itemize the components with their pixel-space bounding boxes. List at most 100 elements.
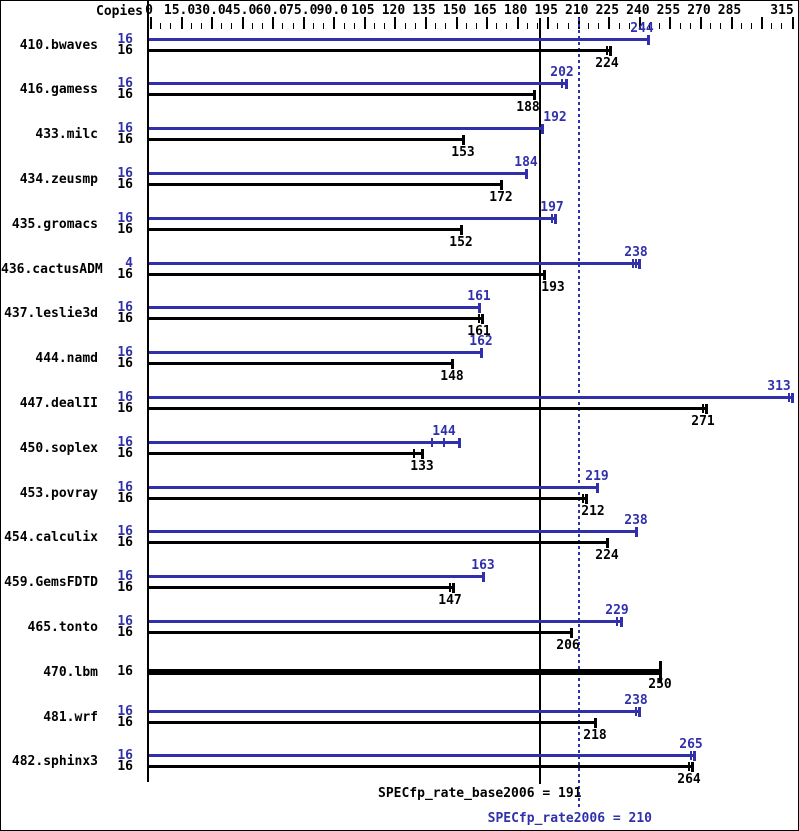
axis-minor-tick <box>191 23 192 29</box>
peak-bar <box>149 486 597 489</box>
bar-end-cap <box>606 538 609 548</box>
benchmark-label: 470.lbm <box>43 665 98 680</box>
axis-tick-label: 240 <box>626 3 650 18</box>
axis-major-tick <box>333 17 335 29</box>
peak-copies-label: 16 <box>117 121 133 136</box>
run-mark <box>551 214 553 223</box>
axis-minor-tick <box>659 23 660 29</box>
axis-major-tick <box>486 17 488 29</box>
peak-value-label: 197 <box>540 200 564 215</box>
peak-value-label: 192 <box>543 110 567 125</box>
base-copies-label: 16 <box>117 87 133 102</box>
axis-minor-tick <box>476 23 477 29</box>
bar-end-cap <box>421 449 424 459</box>
axis-major-tick <box>700 17 702 29</box>
base-bar <box>149 317 482 320</box>
base-bar <box>149 541 607 544</box>
base-copies-label: 16 <box>117 311 133 326</box>
bar-end-cap <box>533 90 536 100</box>
axis-tick-label: 45.0 <box>225 3 257 18</box>
peak-bar <box>149 710 639 713</box>
axis-minor-tick <box>629 23 630 29</box>
peak-bar <box>149 172 526 175</box>
benchmark-label: 410.bwaves <box>19 38 98 53</box>
peak-copies-label: 16 <box>117 748 133 763</box>
peak-copies-label: 16 <box>117 300 133 315</box>
bar-end-cap <box>691 762 694 772</box>
axis-tick-label: 255 <box>656 3 681 18</box>
peak-copies-label: 16 <box>117 704 133 719</box>
peak-bar <box>149 575 483 578</box>
axis-major-tick <box>456 17 458 29</box>
bar-end-cap <box>478 303 481 313</box>
peak-value-label: 265 <box>679 737 703 752</box>
base-copies-label: 16 <box>117 446 133 461</box>
axis-minor-tick <box>252 23 253 29</box>
axis-major-tick <box>425 17 427 29</box>
axis-minor-tick <box>568 23 569 29</box>
axis-minor-tick <box>537 23 538 29</box>
axis-major-tick <box>517 17 519 29</box>
run-mark <box>449 583 451 592</box>
peak-value-label: 238 <box>624 245 648 260</box>
base-value-label: 212 <box>581 504 605 519</box>
axis-minor-tick <box>690 23 691 29</box>
base-value-label: 218 <box>583 728 607 743</box>
base-value-label: 224 <box>595 548 619 563</box>
peak-value-label: 161 <box>467 289 491 304</box>
benchmark-label: 436.cactusADM <box>1 262 103 277</box>
axis-minor-tick <box>201 23 202 29</box>
axis-tick-label: 225 <box>595 3 620 18</box>
axis-tick-label: 15.0 <box>163 3 196 18</box>
axis-tick-label: 150 <box>442 3 467 18</box>
peak-bar <box>149 530 636 533</box>
bar-end-cap <box>585 494 588 504</box>
peak-copies-label: 16 <box>117 32 133 47</box>
left-axis-spine <box>147 1 149 782</box>
benchmark-label: 416.gamess <box>19 82 98 97</box>
benchmark-label: 454.calculix <box>4 530 98 545</box>
axis-minor-tick <box>619 23 620 29</box>
run-mark <box>690 751 692 760</box>
benchmark-label: 434.zeusmp <box>19 172 98 187</box>
base-bar <box>149 497 586 500</box>
base-copies-label: 16 <box>117 177 133 192</box>
run-mark <box>688 762 690 771</box>
peak-bar <box>149 754 694 757</box>
peak-bar <box>149 38 648 41</box>
run-mark <box>582 494 584 503</box>
base-reference-line <box>539 18 541 784</box>
base-copies-label: 16 <box>117 664 133 679</box>
bar-end-cap <box>500 180 503 190</box>
axis-minor-tick <box>323 23 324 29</box>
axis-major-tick <box>792 17 794 29</box>
run-mark <box>702 404 704 413</box>
peak-value-label: 244 <box>630 21 654 36</box>
base-copies-label: 16 <box>117 715 133 730</box>
peak-copies-label: 16 <box>117 390 133 405</box>
bar-end-cap <box>565 79 568 89</box>
axis-minor-tick <box>527 23 528 29</box>
axis-major-tick <box>150 17 152 29</box>
base-bar <box>149 721 595 724</box>
benchmark-label: 450.soplex <box>19 441 98 456</box>
bar-end-cap <box>482 572 485 582</box>
base-copies-label: 16 <box>117 132 133 147</box>
axis-minor-tick <box>741 23 742 29</box>
base-metric-label: SPECfp_rate_base2006 = 191 <box>378 786 582 801</box>
axis-minor-tick <box>649 23 650 29</box>
axis-minor-tick <box>344 23 345 29</box>
base-bar <box>149 228 461 231</box>
peak-copies-label: 16 <box>117 345 133 360</box>
axis-minor-tick <box>293 23 294 29</box>
axis-minor-tick <box>680 23 681 29</box>
axis-minor-tick <box>160 23 161 29</box>
axis-minor-tick <box>313 23 314 29</box>
axis-minor-tick <box>781 23 782 29</box>
run-mark <box>443 438 445 447</box>
peak-value-label: 184 <box>514 155 538 170</box>
axis-tick-label: 90.0 <box>316 3 348 18</box>
run-mark <box>431 438 433 447</box>
axis-major-tick <box>364 17 366 29</box>
